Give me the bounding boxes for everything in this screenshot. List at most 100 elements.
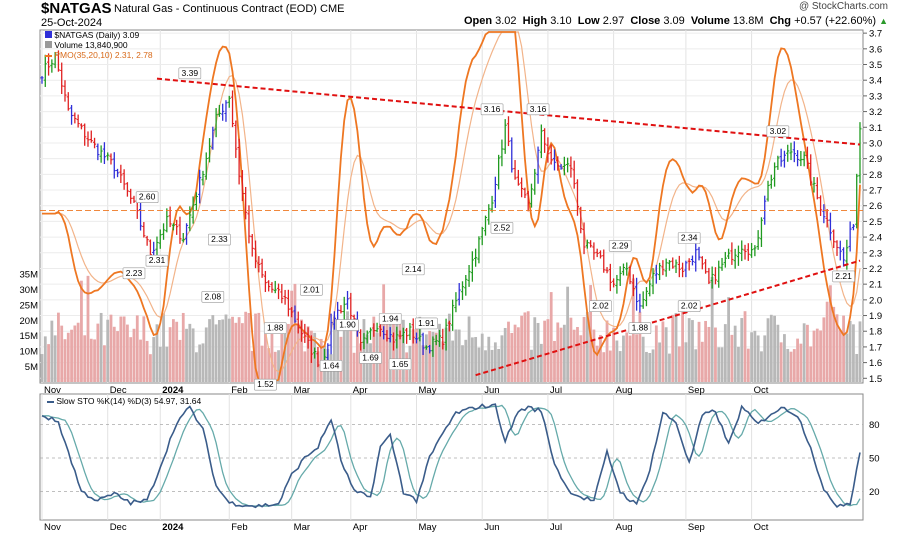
- volume-bar: [286, 323, 290, 382]
- y-tick-label: 3.0: [869, 138, 882, 149]
- volume-bar: [786, 348, 790, 382]
- volume-bar: [63, 339, 67, 382]
- volume-bar: [441, 341, 445, 382]
- volume-bar: [760, 351, 763, 382]
- price-label: 2.31: [149, 255, 166, 265]
- chart-date: 25-Oct-2024: [41, 17, 103, 29]
- y-tick-label: 2.2: [869, 264, 882, 275]
- volume-bar: [231, 316, 234, 382]
- volume-bar: [704, 320, 707, 382]
- volume-bar: [454, 329, 458, 382]
- volume-bar: [411, 329, 415, 382]
- volume-bar: [139, 339, 142, 382]
- volume-bar: [556, 322, 560, 382]
- volume-bar: [536, 322, 540, 382]
- volume-bar: [503, 327, 507, 382]
- y-tick-label: 1.9: [869, 311, 882, 322]
- volume-bar: [290, 290, 294, 382]
- volume-bar: [47, 344, 50, 382]
- price-label-box: [263, 322, 287, 334]
- up-triangle-icon: ▲: [879, 16, 888, 26]
- price-label-box: [319, 360, 343, 372]
- y-tick-label: 2.7: [869, 186, 882, 197]
- x-tick-label: Sep: [688, 385, 705, 396]
- volume-bar: [835, 314, 839, 382]
- price-label: 1.90: [339, 320, 356, 330]
- volume-bar: [398, 318, 402, 382]
- volume-bar: [559, 327, 563, 382]
- volume-bar: [73, 325, 77, 382]
- volume-tick-label: 5M: [25, 362, 38, 373]
- volume-bar: [300, 319, 303, 382]
- volume-bar: [447, 313, 451, 382]
- volume-bar: [806, 324, 809, 382]
- y-tick-label: 2.4: [869, 233, 882, 244]
- volume-bar: [395, 317, 399, 382]
- volume-bar: [822, 317, 826, 382]
- stoch-d-line: [42, 404, 861, 508]
- volume-bar: [668, 353, 671, 382]
- stoch-x-tick-label: Feb: [231, 522, 247, 533]
- volume-bar: [750, 332, 753, 382]
- volume-bar: [296, 323, 300, 382]
- volume-bar: [714, 327, 717, 382]
- price-label-box: [677, 300, 701, 313]
- volume-bar: [155, 324, 159, 382]
- price-label: 2.08: [205, 291, 222, 301]
- volume-bar: [83, 335, 87, 382]
- y-tick-label: 3.5: [869, 60, 882, 71]
- y-tick-label: 2.5: [869, 217, 882, 228]
- price-label-box: [378, 312, 402, 325]
- volume-bar: [352, 352, 356, 382]
- volume-bar: [346, 311, 349, 382]
- volume-bar: [467, 316, 471, 382]
- volume-bar: [57, 312, 60, 382]
- volume-bar: [526, 311, 530, 382]
- volume-bar: [855, 353, 859, 382]
- volume-bar: [349, 326, 353, 382]
- price-label-box: [135, 191, 159, 204]
- volume-bar: [145, 340, 149, 382]
- volume-bar: [424, 334, 428, 382]
- price-label: 1.52: [257, 379, 274, 389]
- price-label-box: [480, 103, 504, 116]
- price-label: 1.69: [362, 352, 379, 362]
- volume-bar: [671, 314, 675, 382]
- volume-bar: [625, 332, 629, 382]
- volume-bar: [638, 311, 642, 382]
- y-tick-label: 1.7: [869, 342, 882, 353]
- volume-bar: [602, 352, 606, 382]
- stoch-x-tick-label: Sep: [688, 522, 705, 533]
- volume-bar: [727, 297, 730, 382]
- instrument-name: Natural Gas - Continuous Contract (EOD) …: [114, 3, 345, 15]
- volume-bar: [852, 324, 855, 382]
- watermark: @ StockCharts.com: [798, 1, 888, 12]
- volume-bar: [480, 333, 484, 382]
- stoch-tick-label: 50: [869, 454, 880, 465]
- volume-bar: [457, 329, 461, 382]
- price-label-box: [208, 233, 231, 246]
- volume-bar: [819, 330, 822, 382]
- volume-bar: [779, 342, 783, 382]
- volume-bar: [533, 317, 537, 382]
- volume-bar: [53, 335, 57, 382]
- volume-bar: [681, 311, 685, 382]
- volume-bar: [444, 327, 448, 382]
- price-label-box: [178, 67, 202, 80]
- volume-bar: [566, 286, 570, 382]
- volume-bar: [280, 334, 284, 382]
- price-label: 3.39: [182, 68, 199, 78]
- volume-bar: [812, 330, 816, 382]
- stoch-x-tick-label: May: [419, 522, 437, 533]
- volume-bar: [737, 346, 740, 382]
- volume-bar: [158, 346, 162, 382]
- volume-bar: [438, 323, 441, 382]
- price-label: 1.91: [418, 318, 435, 328]
- volume-bar: [198, 344, 202, 382]
- volume-bar: [848, 320, 852, 382]
- price-label-box: [300, 283, 323, 296]
- volume-bar: [149, 354, 152, 382]
- volume-bar: [132, 328, 136, 382]
- volume-bar: [80, 280, 83, 382]
- volume-bar: [336, 321, 340, 382]
